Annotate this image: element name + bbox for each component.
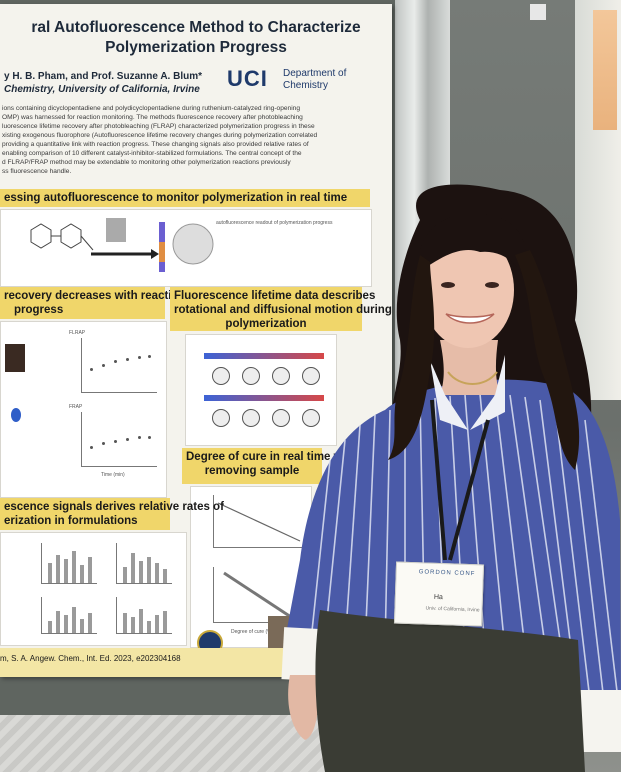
neighbor-poster (575, 0, 621, 400)
poster-authors: y H. B. Pham, and Prof. Suzanne A. Blum* (4, 71, 202, 82)
research-poster: ral Autofluorescence Method to Character… (0, 4, 392, 677)
section-header-text: essing autofluorescence to monitor polym… (4, 192, 348, 204)
scheme-panel: autofluorescence readout of polymerizati… (0, 209, 372, 287)
abstract-line: ions containing dicyclopentadiene and po… (2, 105, 301, 112)
abstract-line: enabling comparison of 10 different cata… (2, 150, 302, 157)
cure-degree-chart (213, 567, 304, 623)
scheme-caption: autofluorescence readout of polymerizati… (216, 220, 333, 226)
department-name: Department of Chemistry (283, 68, 346, 92)
reaction-scheme-graphic (30, 218, 214, 272)
rate-bar-chart (41, 543, 97, 584)
name-badge: GORDON CONF Ha Univ. of California, Irvi… (393, 561, 485, 627)
abstract-line: ss fluorescence handle. (2, 168, 72, 175)
department-line-1: Department of (283, 68, 347, 79)
abstract-line: luorescence lifetime recovery after phot… (2, 123, 315, 130)
rate-bar-chart (41, 597, 97, 634)
abstract-line: xisting exogenous fluorophore (Autofluor… (2, 132, 318, 139)
section-header-text: Fluorescence lifetime data describes (174, 290, 376, 302)
flrap-label: FLRAP (69, 330, 86, 336)
poster-abstract: ions containing dicyclopentadiene and po… (2, 104, 370, 176)
section-header-text: rotational and diffusional motion during (174, 304, 392, 316)
uci-logo: UCI (227, 66, 268, 91)
frap-label: FRAP (69, 404, 83, 410)
badge-affiliation: Univ. of California, Irvine (425, 605, 480, 614)
department-line-2: Chemistry (283, 80, 329, 91)
rate-bar-chart (116, 543, 172, 584)
section-header-text: removing sample (204, 465, 300, 477)
section-header-text: polymerization (225, 318, 307, 330)
section-header-recovery: recovery decreases with reaction progres… (0, 287, 186, 319)
poster-title-line-2: Polymerization Progress (105, 39, 287, 56)
sample-dot (11, 408, 21, 422)
poster-title: ral Autofluorescence Method to Character… (0, 18, 392, 58)
abstract-line: providing a quantitative link with react… (2, 141, 309, 148)
lifetime-panel (185, 334, 337, 446)
frap-chart (81, 412, 157, 467)
recovery-plots-panel: FLRAP FRAP Time (min) (0, 321, 167, 498)
degree-axis-label: Degree of cure (%) (231, 629, 274, 635)
badge-header: GORDON CONF (418, 569, 476, 578)
lifetime-gradient-bar (204, 395, 324, 401)
time-axis-label: Time (min) (101, 472, 125, 478)
cure-time-chart (213, 495, 304, 548)
lifetime-gradient-bar (204, 353, 324, 359)
rate-bar-chart (116, 597, 172, 634)
badge-name: Ha (433, 593, 443, 602)
abstract-line: d FLRAP/FRAP method may be extendable to… (2, 159, 291, 166)
sample-image (5, 344, 25, 372)
section-header-text: erization in formulations (4, 515, 138, 527)
neighbor-poster-graphic (593, 10, 617, 130)
section-header-text: recovery decreases with reaction (4, 290, 186, 302)
abstract-line: OMP) was harnessed for reaction monitori… (2, 114, 303, 121)
section-header-monitoring: essing autofluorescence to monitor polym… (0, 189, 370, 207)
flrap-chart (81, 338, 157, 393)
section-header-lifetime: Fluorescence lifetime data describes rot… (170, 287, 392, 331)
board-tag (530, 4, 546, 20)
poster-affiliation: Chemistry, University of California, Irv… (4, 84, 200, 95)
floor (0, 715, 340, 772)
section-header-text: Degree of cure in real time wit (186, 451, 350, 463)
rate-bars-panel (0, 532, 187, 646)
section-header-text: progress (14, 304, 64, 316)
section-header-degree-of-cure: Degree of cure in real time wit removing… (182, 448, 350, 484)
poster-title-line-1: ral Autofluorescence Method to Character… (31, 19, 361, 36)
poster-citation: m, S. A. Angew. Chem., Int. Ed. 2023, e2… (0, 654, 181, 663)
section-header-rates: escence signals derives relative rates o… (0, 498, 224, 530)
